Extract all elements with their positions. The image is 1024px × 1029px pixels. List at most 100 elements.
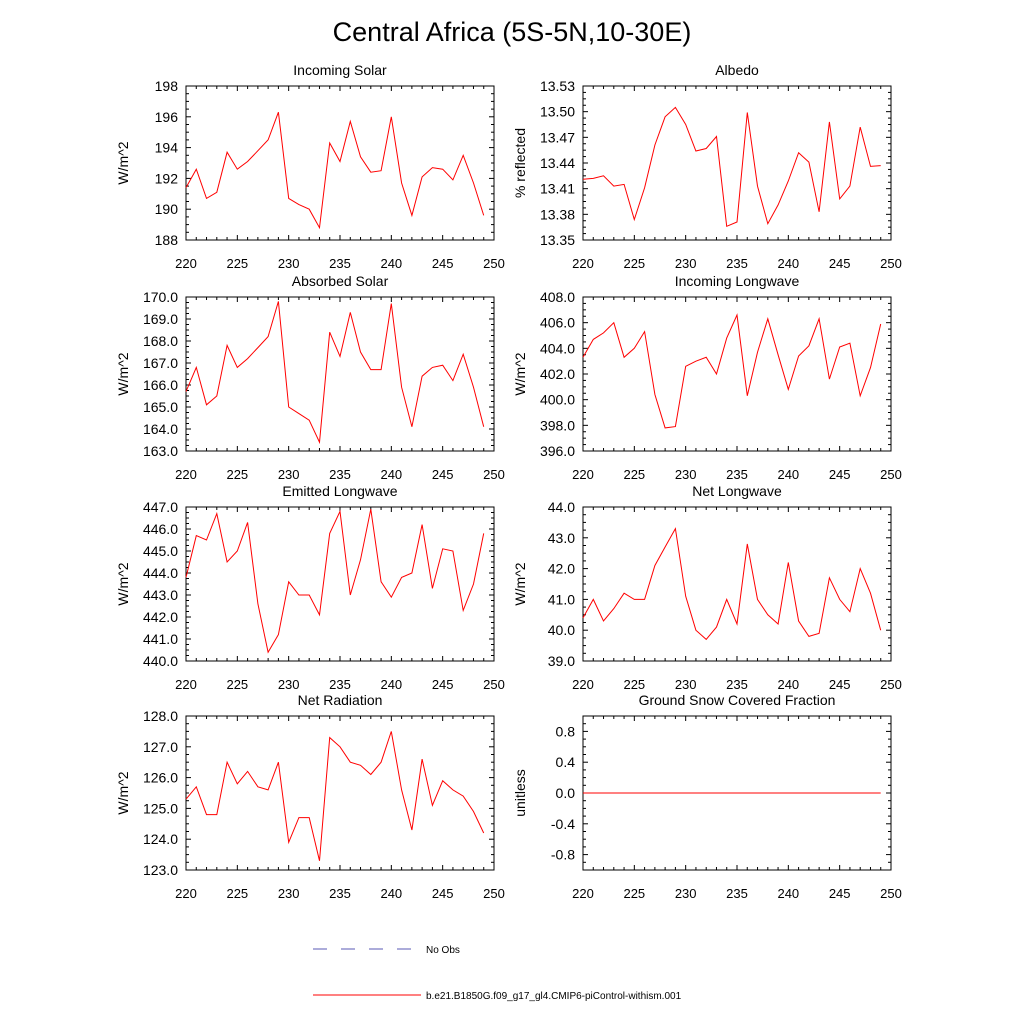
y-tick-label: 13.53 bbox=[540, 78, 575, 94]
y-tick-label: 190 bbox=[155, 201, 179, 217]
chart-panel: Emitted Longwave W/m^2 220 225 230 235 240 245 2… bbox=[115, 483, 505, 692]
y-tick-label: 13.47 bbox=[540, 129, 575, 145]
legend-obs-label: No Obs bbox=[426, 945, 460, 956]
y-tick-label: 167.0 bbox=[143, 355, 178, 371]
x-tick-label: 250 bbox=[483, 677, 505, 692]
y-tick-label: 127.0 bbox=[143, 739, 178, 755]
x-tick-label: 245 bbox=[829, 886, 851, 901]
x-tick-label: 230 bbox=[278, 886, 300, 901]
x-tick-label: 220 bbox=[175, 467, 197, 482]
y-tick-label: 0.4 bbox=[556, 754, 576, 770]
chart-title: Incoming Longwave bbox=[675, 273, 800, 289]
chart-panel: Albedo % reflected 220 225 230 235 240 245 250 13… bbox=[512, 62, 902, 271]
x-tick-label: 225 bbox=[226, 467, 248, 482]
y-tick-label: 123.0 bbox=[143, 862, 178, 878]
y-axis-label: W/m^2 bbox=[115, 771, 131, 814]
x-tick-label: 230 bbox=[278, 256, 300, 271]
y-tick-label: 447.0 bbox=[143, 499, 178, 515]
y-tick-label: 400.0 bbox=[540, 392, 575, 408]
x-tick-label: 225 bbox=[623, 256, 645, 271]
x-tick-label: 230 bbox=[675, 256, 697, 271]
x-tick-label: 220 bbox=[572, 677, 594, 692]
series-line bbox=[185, 731, 485, 861]
x-tick-label: 230 bbox=[675, 467, 697, 482]
x-tick-label: 225 bbox=[226, 256, 248, 271]
y-axis-label: W/m^2 bbox=[115, 562, 131, 605]
y-tick-label: 396.0 bbox=[540, 443, 575, 459]
chart-panel: Net Longwave W/m^2 220 225 230 235 240 245 250 39… bbox=[512, 483, 902, 692]
y-axis-label: % reflected bbox=[512, 128, 528, 198]
plot-frame bbox=[185, 715, 495, 871]
y-tick-label: 42.0 bbox=[548, 561, 575, 577]
x-tick-label: 250 bbox=[880, 467, 902, 482]
y-tick-label: 404.0 bbox=[540, 340, 575, 356]
x-tick-label: 235 bbox=[329, 886, 351, 901]
x-tick-label: 220 bbox=[572, 256, 594, 271]
x-tick-label: 235 bbox=[726, 256, 748, 271]
y-tick-label: 40.0 bbox=[548, 622, 575, 638]
y-tick-label: 13.35 bbox=[540, 232, 575, 248]
chart-panel: Incoming Longwave W/m^2 220 225 230 235 240 245… bbox=[512, 273, 902, 482]
y-tick-label: 406.0 bbox=[540, 315, 575, 331]
x-tick-label: 220 bbox=[572, 886, 594, 901]
y-tick-label: 168.0 bbox=[143, 333, 178, 349]
y-tick-label: 408.0 bbox=[540, 289, 575, 305]
y-tick-label: 13.41 bbox=[540, 181, 575, 197]
y-tick-label: 443.0 bbox=[143, 587, 178, 603]
y-tick-label: 164.0 bbox=[143, 421, 178, 437]
chart-title: Absorbed Solar bbox=[292, 273, 389, 289]
y-tick-label: 125.0 bbox=[143, 800, 178, 816]
x-tick-label: 240 bbox=[380, 256, 402, 271]
chart-panel: Absorbed Solar W/m^2 220 225 230 235 240 245 250… bbox=[115, 273, 505, 482]
y-tick-label: 39.0 bbox=[548, 653, 575, 669]
y-axis-label: W/m^2 bbox=[115, 352, 131, 395]
chart-title: Albedo bbox=[715, 62, 759, 78]
plot-frame bbox=[185, 506, 495, 662]
x-tick-label: 235 bbox=[329, 467, 351, 482]
series-line bbox=[582, 527, 882, 641]
y-tick-label: 440.0 bbox=[143, 653, 178, 669]
y-tick-label: 444.0 bbox=[143, 565, 178, 581]
x-tick-label: 230 bbox=[278, 467, 300, 482]
plot-frame bbox=[185, 296, 495, 452]
chart-title: Ground Snow Covered Fraction bbox=[639, 692, 836, 708]
y-tick-label: 126.0 bbox=[143, 770, 178, 786]
y-tick-label: 169.0 bbox=[143, 311, 178, 327]
series-line bbox=[582, 313, 882, 429]
y-axis-label: W/m^2 bbox=[512, 562, 528, 605]
y-axis-label: W/m^2 bbox=[512, 352, 528, 395]
plot-frame bbox=[582, 296, 892, 452]
y-tick-label: 402.0 bbox=[540, 366, 575, 382]
x-tick-label: 225 bbox=[623, 467, 645, 482]
x-tick-label: 230 bbox=[278, 677, 300, 692]
y-tick-label: 13.50 bbox=[540, 104, 575, 120]
x-tick-label: 225 bbox=[623, 886, 645, 901]
x-tick-label: 240 bbox=[380, 677, 402, 692]
y-tick-label: 163.0 bbox=[143, 443, 178, 459]
x-tick-label: 245 bbox=[829, 256, 851, 271]
y-tick-label: -0.8 bbox=[551, 847, 575, 863]
y-tick-label: 44.0 bbox=[548, 499, 575, 515]
y-tick-label: -0.4 bbox=[551, 816, 575, 832]
y-tick-label: 0.0 bbox=[556, 785, 576, 801]
x-tick-label: 235 bbox=[726, 677, 748, 692]
chart-title: Emitted Longwave bbox=[282, 483, 397, 499]
x-tick-label: 240 bbox=[380, 886, 402, 901]
x-tick-label: 230 bbox=[675, 677, 697, 692]
panels: Incoming Solar W/m^2 220 225 230 235 240 245 250… bbox=[115, 62, 902, 901]
x-tick-label: 245 bbox=[432, 677, 454, 692]
y-tick-label: 398.0 bbox=[540, 417, 575, 433]
y-tick-label: 13.44 bbox=[540, 155, 575, 171]
chart-title: Incoming Solar bbox=[293, 62, 387, 78]
x-tick-label: 220 bbox=[175, 886, 197, 901]
x-tick-label: 240 bbox=[777, 256, 799, 271]
series-line bbox=[185, 301, 485, 445]
x-tick-label: 235 bbox=[726, 467, 748, 482]
series-line bbox=[582, 106, 881, 228]
y-tick-label: 170.0 bbox=[143, 289, 178, 305]
x-tick-label: 245 bbox=[829, 677, 851, 692]
x-tick-label: 235 bbox=[329, 677, 351, 692]
y-tick-label: 198 bbox=[155, 78, 179, 94]
